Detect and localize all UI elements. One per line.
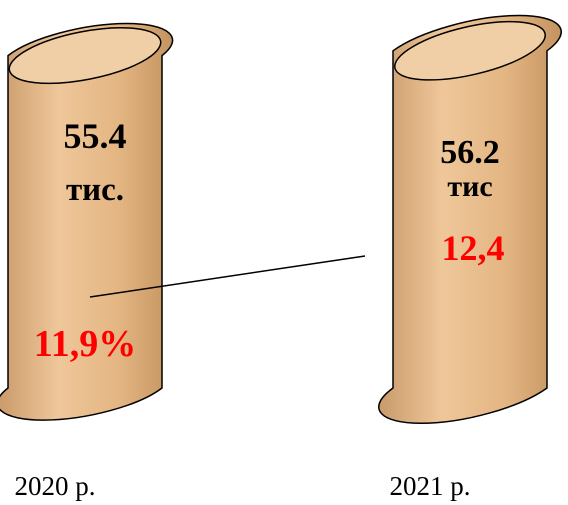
category-label-1: 2020 р. bbox=[15, 471, 96, 501]
category-label-2: 2021 р. bbox=[390, 471, 471, 501]
bar-cylinder-1 bbox=[0, 22, 174, 421]
bar-top-cap-1 bbox=[8, 27, 162, 85]
connector-layer bbox=[89, 255, 366, 298]
bar-unit-label-1: тис. bbox=[66, 172, 124, 208]
percent-label-2: 12,4 bbox=[442, 228, 505, 268]
connector-line bbox=[89, 255, 366, 298]
bars-layer bbox=[0, 14, 562, 425]
percent-label-1: 11,9% bbox=[34, 323, 136, 365]
bar-cylinder-2 bbox=[378, 14, 562, 425]
bar-value-label-1: 55.4 bbox=[64, 116, 127, 156]
bar-unit-label-2: тис bbox=[447, 170, 492, 203]
bar-top-cap-2 bbox=[394, 20, 546, 81]
bar-value-label-2: 56.2 bbox=[440, 134, 500, 171]
